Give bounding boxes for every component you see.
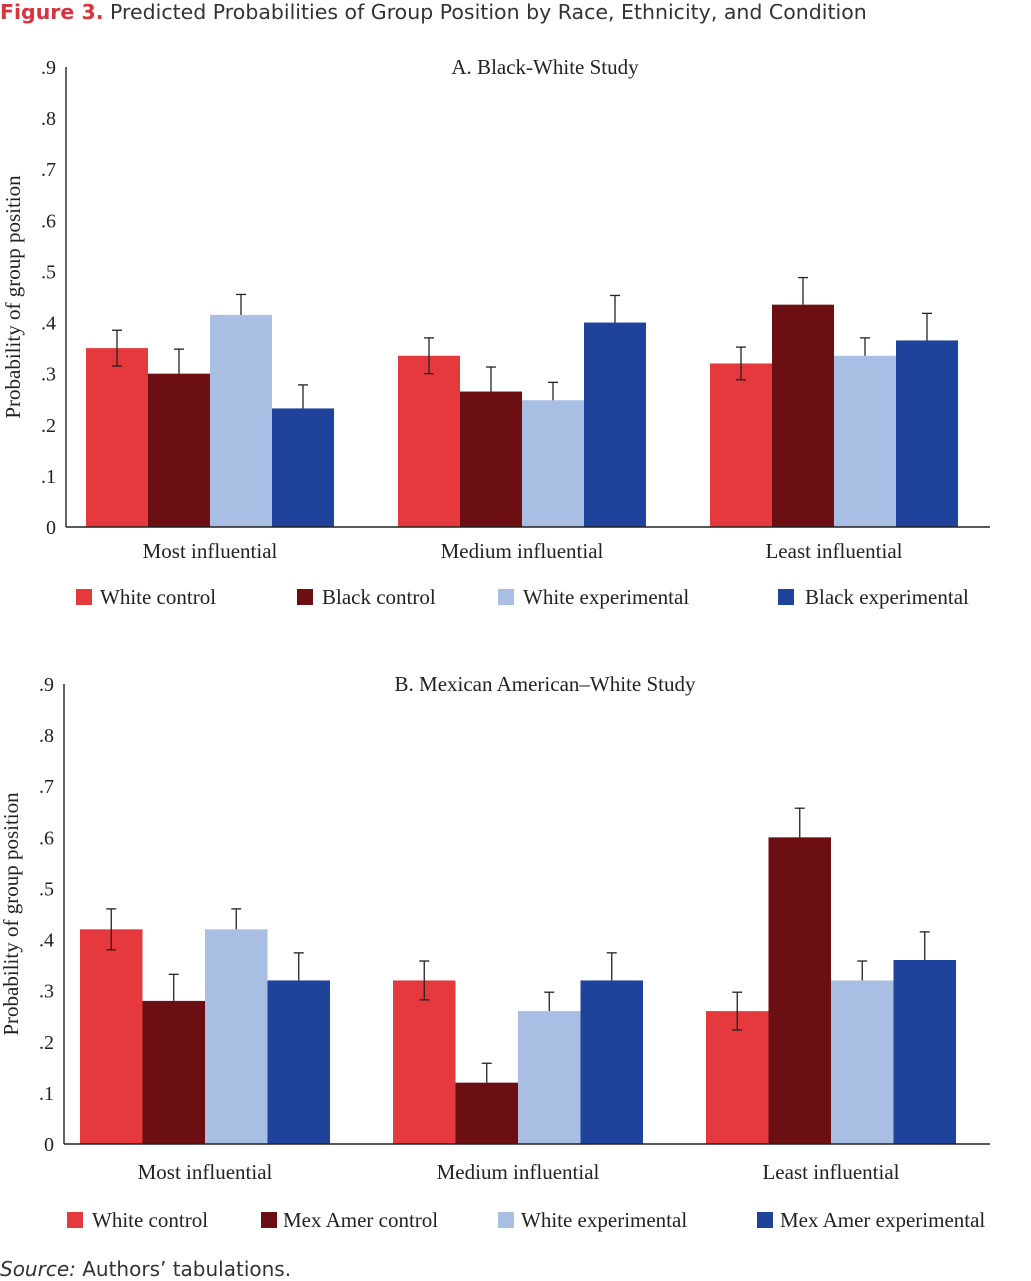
source-note: Source: Authors’ tabulations. — [0, 1257, 291, 1281]
panel-a-bar — [460, 391, 522, 527]
panel-a-y-tick-label: .2 — [41, 415, 56, 437]
panel-a-bar — [896, 340, 958, 527]
panel-b-bar — [455, 1082, 518, 1144]
panel-b-category-label: Most influential — [138, 1160, 273, 1184]
panel-a-y-tick-label: .4 — [41, 313, 56, 335]
panel-a-bar — [398, 355, 460, 527]
panel-a-y-tick-label: .7 — [41, 159, 56, 181]
panel-a-bar — [272, 408, 334, 527]
panel-b-y-tick-label: .5 — [39, 878, 54, 900]
panel-b-category-label: Medium influential — [437, 1160, 600, 1184]
panel-b-y-tick-label: .6 — [39, 827, 54, 849]
panel-b-y-tick-label: .1 — [39, 1083, 54, 1105]
panel-b-y-tick-label: .7 — [39, 776, 54, 798]
panel-a-y-tick-label: .6 — [41, 210, 56, 232]
panel-b-bar — [831, 980, 894, 1144]
panel-b-y-axis-label: Probability of group position — [0, 792, 23, 1036]
panel-a-y-tick-label: 0 — [46, 517, 56, 539]
panel-b-y-tick-label: .8 — [39, 725, 54, 747]
panel-a-bar — [86, 348, 148, 527]
panel-a-bar — [834, 355, 896, 527]
panel-a-y-tick-label: .9 — [41, 57, 56, 79]
panel-b-legend-swatch — [498, 1212, 514, 1228]
panel-b-legend-swatch — [261, 1212, 277, 1228]
panel-a-y-tick-label: .3 — [41, 364, 56, 386]
figure-title: Figure 3. Predicted Probabilities of Gro… — [0, 0, 1031, 28]
panel-a-bar — [148, 373, 210, 527]
panel-a-bar — [710, 363, 772, 527]
panel-b-bar — [80, 929, 143, 1144]
panel-a-bar — [584, 322, 646, 527]
panel-b-bar — [768, 837, 831, 1144]
panel-a-chart-title: A. Black-White Study — [451, 55, 639, 79]
figure-title-text: Predicted Probabilities of Group Positio… — [110, 0, 867, 24]
panel-a-legend-label: White control — [100, 585, 216, 609]
panel-b-legend-label: Mex Amer control — [283, 1208, 438, 1232]
panel-b-legend-label: White control — [92, 1208, 208, 1232]
panel-b-y-tick-label: 0 — [44, 1134, 54, 1156]
panel-b-y-tick-label: .3 — [39, 981, 54, 1003]
panel-b-category-label: Least influential — [762, 1160, 899, 1184]
panel-b-bar — [205, 929, 268, 1144]
source-text: Authors’ tabulations. — [82, 1257, 292, 1281]
panel-b-legend-label: White experimental — [521, 1208, 687, 1232]
panel-b-y-tick-label: .4 — [39, 930, 54, 952]
panel-a-legend-swatch — [76, 589, 92, 605]
panel-b-bar — [142, 1000, 205, 1144]
panel-b-bar — [518, 1011, 581, 1144]
panel-a-legend-label: White experimental — [523, 585, 689, 609]
panel-a-y-tick-label: .5 — [41, 261, 56, 283]
panel-b-bar — [580, 980, 643, 1144]
panel-b-legend-swatch — [757, 1212, 773, 1228]
panel-b-bar — [706, 1011, 769, 1144]
figure-label: Figure 3. — [0, 0, 104, 24]
panel-a-legend-swatch — [297, 589, 313, 605]
panel-b-legend-swatch — [67, 1212, 83, 1228]
panel-a-legend-label: Black control — [322, 585, 436, 609]
panel-a-bar — [210, 314, 272, 527]
panel-b-chart-title: B. Mexican American–White Study — [395, 672, 696, 696]
panel-a-bar — [522, 400, 584, 527]
panel-a-y-axis-label: Probability of group position — [1, 175, 25, 419]
panel-b-bar — [393, 980, 456, 1144]
panel-a-category-label: Medium influential — [441, 539, 604, 563]
panel-a-legend-swatch — [778, 589, 794, 605]
panel-a-y-tick-label: .1 — [41, 466, 56, 488]
panel-a-bar — [772, 304, 834, 527]
source-label: Source: — [0, 1257, 76, 1281]
chart-panel-b: B. Mexican American–White Study Probabili… — [0, 672, 990, 1232]
panel-a-y-tick-label: .8 — [41, 108, 56, 130]
panel-b-bar — [893, 960, 956, 1144]
panel-a-legend-label: Black experimental — [805, 585, 969, 609]
panel-b-bar — [267, 980, 330, 1144]
panel-a-legend-swatch — [498, 589, 514, 605]
panel-b-y-tick-label: .2 — [39, 1032, 54, 1054]
chart-panel-a: A. Black-White Study Probability of group… — [1, 55, 990, 609]
panel-a-category-label: Least influential — [765, 539, 902, 563]
panel-a-category-label: Most influential — [143, 539, 278, 563]
panel-b-y-tick-label: .9 — [39, 674, 54, 696]
panel-b-legend-label: Mex Amer experimental — [780, 1208, 985, 1232]
